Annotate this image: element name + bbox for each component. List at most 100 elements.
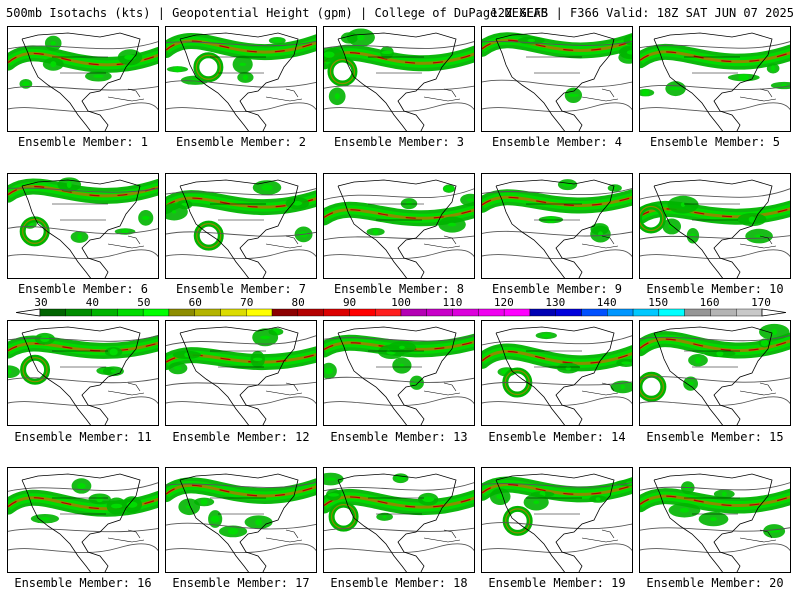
colorbar-segment	[607, 308, 634, 317]
ensemble-map-panel	[639, 320, 791, 426]
ensemble-map-panel	[7, 173, 159, 279]
ensemble-map-panel	[165, 26, 317, 132]
ensemble-map-panel	[165, 173, 317, 279]
colorbar-segment	[555, 308, 582, 317]
colorbar-tick-label: 130	[545, 297, 565, 309]
ensemble-member-label: Ensemble Member: 1	[17, 135, 149, 149]
ensemble-member-label: Ensemble Member: 15	[646, 430, 784, 444]
ensemble-map-panel	[481, 26, 633, 132]
colorbar-segment	[39, 308, 66, 317]
map-svg	[482, 326, 632, 425]
colorbar-tick-label: 90	[343, 297, 356, 309]
map-svg	[324, 326, 474, 425]
map-svg	[640, 179, 790, 278]
colorbar-tick-label: 80	[292, 297, 305, 309]
ensemble-map-panel	[481, 467, 633, 573]
map-svg	[166, 473, 316, 572]
colorbar-tick-label: 70	[240, 297, 253, 309]
isotach-colorbar: 30 40 50 60 70 80 90 100 110 120 130 140 150 160 170	[16, 297, 786, 317]
ensemble-member-label: Ensemble Member: 18	[330, 576, 468, 590]
colorbar-tick-label: 40	[86, 297, 99, 309]
map-svg	[640, 32, 790, 131]
map-svg	[8, 177, 158, 278]
ensemble-member-label: Ensemble Member: 7	[175, 282, 307, 296]
colorbar-segment	[452, 308, 479, 317]
ensemble-member-label: Ensemble Member: 8	[333, 282, 465, 296]
colorbar-tick-label: 160	[700, 297, 720, 309]
colorbar-segment	[91, 308, 118, 317]
colorbar-segment	[349, 308, 376, 317]
ensemble-member-label: Ensemble Member: 5	[649, 135, 781, 149]
ensemble-map-panel	[323, 173, 475, 279]
ensemble-member-label: Ensemble Member: 16	[14, 576, 152, 590]
ensemble-map-panel	[7, 467, 159, 573]
colorbar-segment	[478, 308, 505, 317]
colorbar-segment	[271, 308, 299, 317]
colorbar-tick-label: 30	[34, 297, 47, 309]
ensemble-member-label: Ensemble Member: 2	[175, 135, 307, 149]
map-svg	[482, 473, 632, 572]
colorbar-segment	[246, 308, 273, 317]
ensemble-map-panel	[481, 320, 633, 426]
map-svg	[166, 179, 316, 278]
colorbar-min-arrow	[16, 308, 41, 317]
ensemble-member-label: Ensemble Member: 13	[330, 430, 468, 444]
colorbar-segment	[375, 308, 402, 317]
colorbar-segment	[117, 308, 144, 317]
map-svg	[8, 32, 158, 131]
colorbar-segment	[297, 308, 324, 317]
ensemble-map-panel	[165, 467, 317, 573]
ensemble-map-panel	[639, 26, 791, 132]
map-svg	[166, 326, 316, 425]
colorbar-segment	[736, 308, 763, 317]
ensemble-member-label: Ensemble Member: 19	[488, 576, 626, 590]
ensemble-member-label: Ensemble Member: 10	[646, 282, 784, 296]
colorbar-tick-label: 170	[751, 297, 771, 309]
ensemble-member-label: Ensemble Member: 3	[333, 135, 465, 149]
map-svg	[482, 32, 632, 131]
colorbar-segment	[168, 308, 195, 317]
ensemble-map-panel	[481, 173, 633, 279]
ensemble-map-panel	[7, 320, 159, 426]
map-svg	[482, 179, 632, 278]
colorbar-tick-label: 110	[442, 297, 462, 309]
map-svg	[324, 28, 474, 131]
map-svg	[8, 473, 158, 572]
ensemble-map-panel	[323, 467, 475, 573]
map-svg	[8, 326, 158, 425]
header-valid-time: 12Z GEFS | F366 Valid: 18Z SAT JUN 07 20…	[490, 6, 794, 20]
chart-header: 500mb Isotachs (kts) | Geopotential Heig…	[6, 4, 794, 22]
ensemble-map-panel	[323, 26, 475, 132]
colorbar-tick-label: 60	[189, 297, 202, 309]
colorbar-segment	[581, 308, 608, 317]
colorbar-segment	[632, 308, 660, 317]
ensemble-member-label: Ensemble Member: 20	[646, 576, 784, 590]
colorbar-segment	[658, 308, 685, 317]
ensemble-member-label: Ensemble Member: 14	[488, 430, 626, 444]
colorbar-segment	[529, 308, 556, 317]
colorbar-segment	[142, 308, 170, 317]
colorbar-segment	[194, 308, 221, 317]
colorbar-tick-label: 150	[648, 297, 668, 309]
ensemble-member-label: Ensemble Member: 17	[172, 576, 310, 590]
ensemble-map-panel	[639, 173, 791, 279]
colorbar-max-arrow	[761, 308, 786, 317]
colorbar-tick-label: 120	[494, 297, 514, 309]
map-svg	[640, 323, 790, 425]
map-svg	[324, 472, 474, 572]
ensemble-map-panel	[323, 320, 475, 426]
colorbar-tick-label: 100	[391, 297, 411, 309]
header-title: 500mb Isotachs (kts) | Geopotential Heig…	[6, 6, 548, 20]
ensemble-member-label: Ensemble Member: 12	[172, 430, 310, 444]
colorbar-tick-label: 50	[137, 297, 150, 309]
ensemble-map-panel	[639, 467, 791, 573]
colorbar-segment	[323, 308, 350, 317]
ensemble-member-label: Ensemble Member: 4	[491, 135, 623, 149]
colorbar-tick-label: 140	[597, 297, 617, 309]
colorbar-segment	[710, 308, 737, 317]
ensemble-member-label: Ensemble Member: 9	[491, 282, 623, 296]
map-svg	[166, 32, 316, 131]
ensemble-map-panel	[165, 320, 317, 426]
ensemble-member-label: Ensemble Member: 11	[14, 430, 152, 444]
ensemble-map-panel	[7, 26, 159, 132]
